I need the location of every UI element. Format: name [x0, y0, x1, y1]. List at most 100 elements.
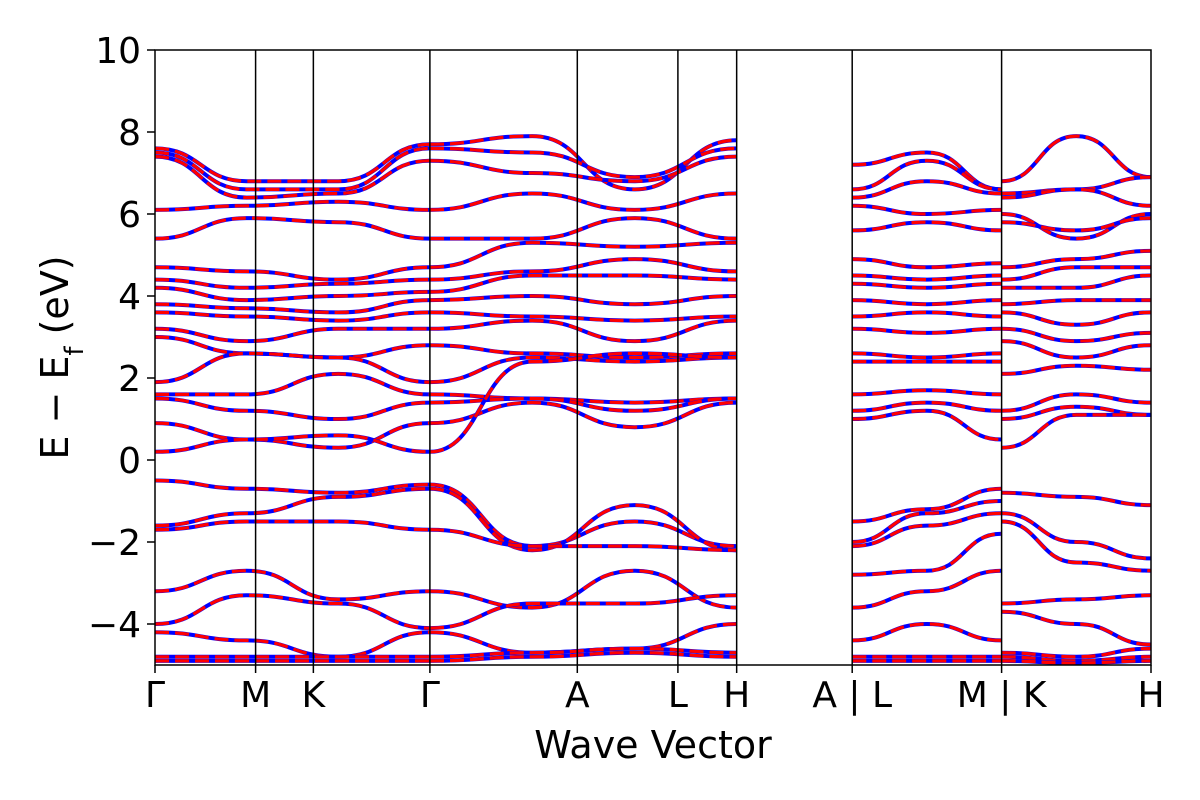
x-tick-label: Γ [420, 675, 440, 716]
band-17-segment-1-red [154, 433, 430, 454]
band-7-segment-2-red [429, 257, 737, 282]
band-4-segment-2-red [429, 191, 737, 212]
x-tick-label: A [565, 675, 590, 716]
bands-layer [154, 134, 1152, 666]
band-13-segment-4-red [1001, 364, 1152, 376]
y-axis-label: E − Ef (eV) [33, 255, 90, 459]
y-axis-label-suffix: (eV) [33, 255, 77, 346]
band-5-segment-2-blue [429, 216, 737, 241]
band-21-segment-4-red [1001, 593, 1152, 606]
band-8-segment-2-red [429, 273, 737, 294]
x-tick-label: M [240, 675, 271, 716]
band-2-segment-3-red [852, 159, 1002, 191]
band-16-segment-4-red [1001, 413, 1151, 450]
band-25-segment-2-red [429, 651, 737, 663]
x-tick-label: Γ [145, 675, 165, 716]
band-16-segment-1-red [154, 421, 430, 450]
band-14-segment-1-red [155, 372, 430, 397]
band-2-segment-4-red [1001, 175, 1152, 196]
band-15-segment-1-red [154, 396, 430, 421]
band-3-segment-2-red [429, 155, 737, 183]
band-23-segment-4-red [1001, 647, 1152, 659]
band-25-segment-4-red [1001, 659, 1152, 665]
band-10-segment-3-red [852, 310, 1002, 319]
band-21-segment-2-red [429, 569, 737, 610]
band-15-segment-1-blue [154, 396, 430, 422]
band-22-segment-1-red [154, 593, 430, 630]
band-14-segment-3-red [852, 388, 1002, 396]
band-13-segment-2-blue [429, 355, 737, 385]
y-tick-label: −2 [88, 523, 141, 564]
band-9-segment-1-red [154, 298, 430, 315]
band-11-segment-2-red [429, 318, 737, 343]
band-6-segment-1-red [154, 265, 430, 282]
band-1-segment-1-red [154, 142, 430, 183]
band-16-segment-2-red [429, 400, 737, 429]
band-21-segment-3-blue [852, 531, 1002, 577]
band-1-segment-3-red [852, 150, 1002, 191]
band-21-segment-1-red [154, 569, 430, 602]
x-axis-label: Wave Vector [534, 723, 772, 767]
band-17-segment-2-red [429, 351, 737, 454]
plot-frame [154, 49, 1152, 666]
y-axis-label-prefix: E − E [33, 356, 77, 460]
y-tick-label: 2 [118, 359, 141, 400]
band-6-segment-3-red [852, 257, 1002, 269]
x-tick-label: H [723, 675, 750, 716]
band-15-segment-2-red [429, 396, 737, 413]
band-14-segment-4-red [1001, 392, 1152, 413]
band-5-segment-1-red [154, 216, 430, 241]
y-tick-label: 6 [118, 195, 141, 236]
band-19-segment-3-red [852, 499, 1002, 544]
band-12-segment-2-red [429, 343, 737, 360]
x-tick-label: M | K [957, 675, 1048, 716]
band-18-segment-2-red [429, 483, 737, 548]
band-13-segment-1-blue [154, 351, 430, 385]
band-8-segment-1-red [154, 286, 430, 302]
band-3-segment-3-red [852, 179, 1002, 200]
band-2-segment-1-red [154, 146, 430, 192]
y-tick-label: 8 [118, 113, 141, 154]
band-21-segment-3-red [852, 532, 1002, 577]
band-6-segment-2-red [429, 241, 737, 269]
x-tick-label: A | L [812, 675, 892, 716]
band-10-segment-2-red [429, 310, 737, 323]
band-14-segment-2-red [429, 392, 737, 405]
band-2-segment-2-blue [429, 146, 737, 180]
band-9-segment-2-red [429, 294, 737, 306]
band-13-segment-1-red [154, 351, 430, 384]
band-6-segment-4-red [1001, 249, 1152, 269]
x-tick-label: H [1137, 675, 1164, 716]
band-11-segment-2-blue [429, 318, 737, 344]
band-19-segment-1-red [154, 487, 430, 528]
y-tick-label: −4 [88, 605, 141, 646]
band-11-segment-1-red [154, 327, 430, 343]
y-axis-label-subscript: f [60, 346, 90, 356]
band-12-segment-4-red [1001, 339, 1152, 360]
band-23-segment-2-blue [429, 622, 737, 655]
band-11-segment-3-red [852, 327, 1002, 335]
band-16-segment-3-red [852, 409, 1002, 442]
band-10-segment-1-red [154, 310, 430, 323]
band-12-segment-1-red [154, 335, 430, 360]
band-9-segment-3-red [852, 298, 1002, 306]
band-18-segment-4-red [1001, 491, 1152, 507]
band-7-segment-3-red [852, 273, 1002, 282]
band-16-segment-3-blue [852, 408, 1002, 442]
y-tick-label: 4 [118, 277, 141, 318]
band-22-segment-4-red [1001, 610, 1152, 647]
y-tick-label: 0 [118, 441, 141, 482]
band-2-segment-2-red [429, 146, 737, 179]
band-10-segment-4-red [1001, 310, 1152, 327]
band-12-segment-3-red [852, 351, 1002, 360]
band-8-segment-4-red [1001, 273, 1152, 290]
band-9-segment-4-red [1001, 298, 1151, 306]
band-4-segment-3-red [852, 204, 1002, 216]
band-18-segment-3-red [852, 487, 1002, 524]
band-19-segment-4-red [1001, 511, 1152, 560]
band-20-segment-2-red [429, 528, 737, 552]
band-20-segment-3-red [852, 511, 1002, 548]
band-19-segment-2-red [429, 487, 737, 552]
band-7-segment-1-red [154, 278, 430, 290]
